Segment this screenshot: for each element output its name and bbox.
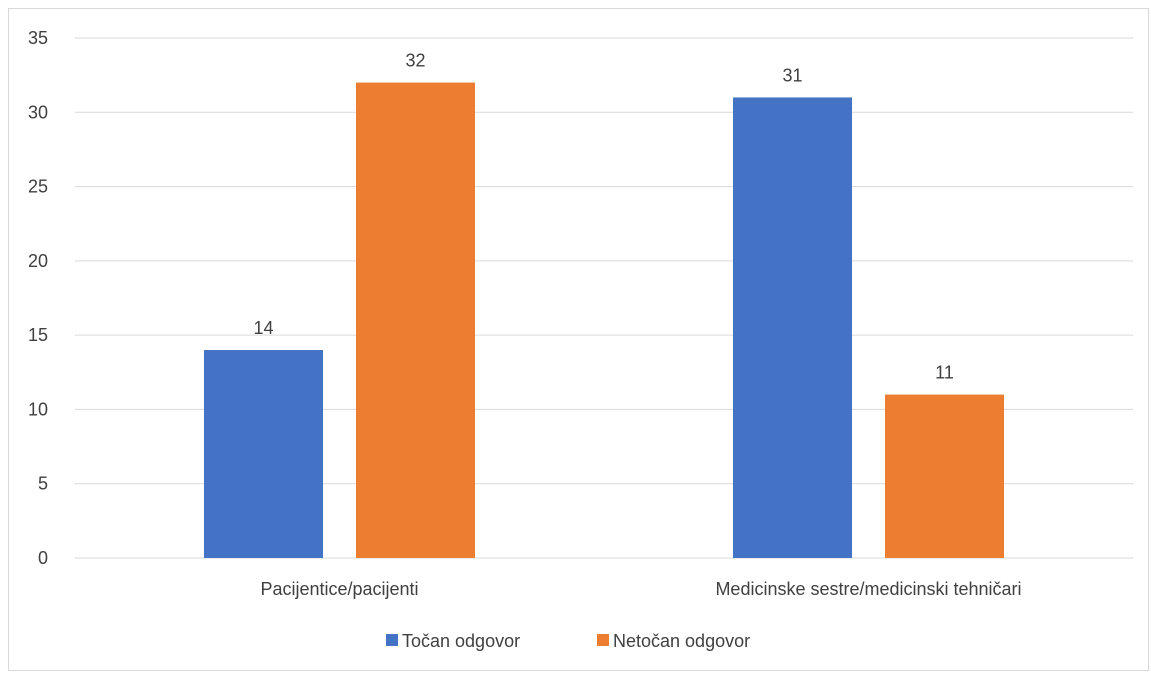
bars (204, 82, 1004, 559)
data-label: 32 (405, 51, 425, 71)
bar-tocan-1 (733, 97, 852, 558)
legend-label: Netočan odgovor (613, 631, 750, 651)
y-tick-label: 25 (28, 177, 48, 197)
category-label: Pacijentice/pacijenti (260, 579, 418, 599)
legend-label: Točan odgovor (402, 631, 520, 651)
y-tick-label: 10 (28, 399, 48, 419)
data-label: 31 (782, 65, 802, 85)
chart-frame (8, 8, 1149, 671)
y-tick-label: 15 (28, 325, 48, 345)
legend-item-netocan[interactable]: Netočan odgovor (597, 631, 750, 651)
y-axis-ticks: 0 5 10 15 20 25 30 35 (28, 28, 48, 568)
bar-tocan-0 (204, 350, 323, 558)
data-label: 11 (935, 363, 954, 383)
data-labels: 14 32 31 11 (253, 51, 953, 383)
data-label: 14 (253, 318, 273, 338)
y-tick-label: 35 (28, 28, 48, 48)
y-tick-label: 5 (38, 474, 48, 494)
y-tick-label: 0 (38, 548, 48, 568)
category-labels: Pacijentice/pacijenti Medicinske sestre/m… (260, 579, 1021, 599)
legend-swatch (386, 634, 398, 646)
bar-netocan-0 (356, 82, 475, 559)
legend-swatch (597, 634, 609, 646)
y-tick-label: 30 (28, 102, 48, 122)
category-label: Medicinske sestre/medicinski tehničari (715, 579, 1021, 599)
bar-netocan-1 (885, 394, 1004, 558)
y-tick-label: 20 (28, 251, 48, 271)
legend-item-tocan[interactable]: Točan odgovor (386, 631, 520, 651)
legend[interactable]: Točan odgovor Netočan odgovor (386, 631, 750, 651)
